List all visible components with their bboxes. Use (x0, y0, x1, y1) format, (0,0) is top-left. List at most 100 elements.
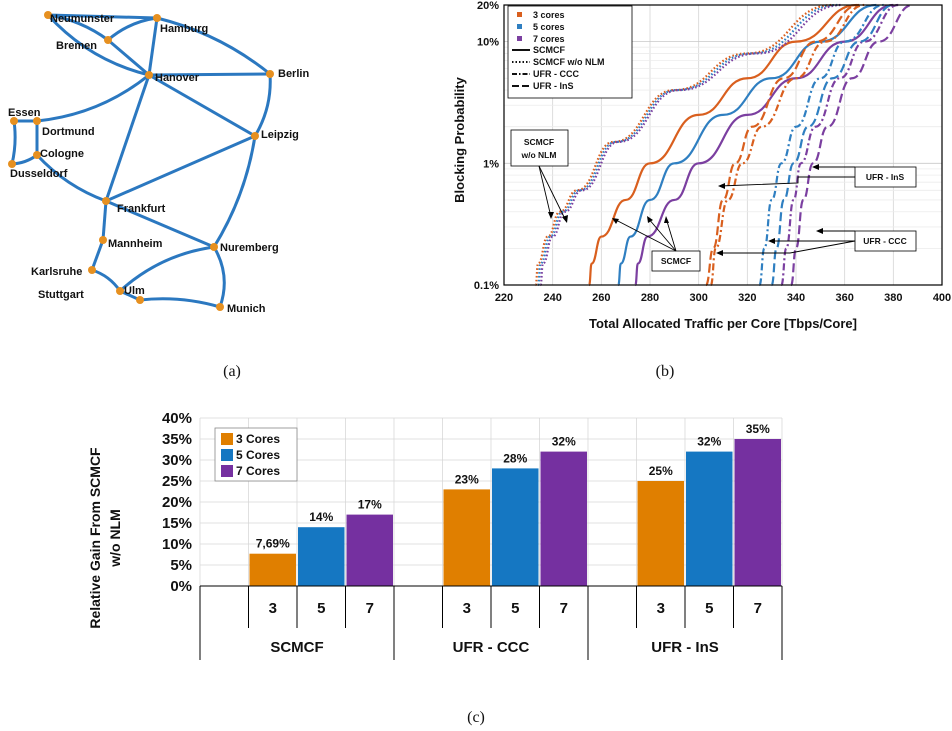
arrow-scmcf-wo-nlm-1 (538, 165, 552, 218)
node-label-cologne: Cologne (40, 148, 84, 160)
node-label-dusseldorf: Dusseldorf (10, 168, 68, 180)
node-essen (10, 117, 18, 125)
link-neumunster-bremen (47, 13, 109, 42)
caption-a: (a) (223, 363, 241, 380)
link-hamburg-hanover (147, 17, 159, 76)
link-hanover-frankfurt (104, 74, 151, 202)
chart-b-legend: 3 cores 5 cores 7 cores SCMCF SCMCF w/o … (507, 5, 633, 99)
x-tick-label: 400 (933, 292, 951, 304)
link-frankfurt-mannheim (101, 200, 108, 241)
legend-3-cores-bar: 3 Cores (236, 432, 280, 446)
x-tick-label: 340 (787, 292, 805, 304)
y-tick-label: 30% (162, 452, 192, 469)
arrowhead-ufr-ccc-1 (768, 238, 775, 244)
y-tick-label: 10% (477, 37, 499, 49)
legend-scmcf-wo-nlm: SCMCF w/o NLM (533, 57, 605, 67)
caption-c: (c) (467, 709, 485, 726)
arrowhead-scmcf-3 (664, 216, 669, 223)
legend-swatch-5-cores-bar (221, 449, 233, 461)
bar-value-label: 23% (455, 472, 479, 486)
x-tick-label: 320 (738, 292, 756, 304)
chart-c-y-title-line2: w/o NLM (107, 509, 123, 568)
callout-box-scmcf-wo-nlm (510, 129, 569, 167)
x-tick-label: 220 (495, 292, 513, 304)
legend-ufr-ins: UFR - InS (533, 81, 574, 91)
chart-b-y-ticks: 0.1% 1% 10% 20% (474, 0, 499, 292)
node-cologne (33, 151, 41, 159)
chart-c-category-table: 3 5 7 SCMCF 3 5 7 UFR - CCC 3 5 7 UFR - InS (199, 585, 783, 660)
chart-c-legend: 3 Cores 5 Cores 7 Cores (214, 427, 298, 482)
bar-scmcf-7-cores (346, 514, 393, 586)
node-munich (216, 303, 224, 311)
node-label-bremen: Bremen (56, 40, 97, 52)
caption-b: (b) (656, 363, 675, 380)
link-bremen-hamburg (107, 16, 158, 42)
arrowhead-scmcf-wo-nlm-1 (548, 212, 554, 219)
arrow-scmcf-2 (647, 217, 677, 252)
link-leipzig-frankfurt (105, 134, 256, 203)
sub-category-label: 7 (366, 600, 374, 617)
y-tick-label: 40% (162, 410, 192, 427)
chart-c-value-labels: 7,69% 14% 17% 23% 28% 32% 25% 32% 35% (256, 422, 770, 551)
bar-scmcf-5-cores (298, 527, 345, 586)
network-nodes (8, 11, 274, 311)
x-tick-label: 280 (641, 292, 659, 304)
legend-swatch-7-cores-bar (221, 465, 233, 477)
bar-value-label: 7,69% (256, 537, 290, 551)
x-tick-label: 380 (884, 292, 902, 304)
bar-ufr-ccc-3-cores (443, 489, 490, 586)
arrowhead-ufr-ccc-2 (716, 250, 723, 256)
link-bremen-hanover (107, 38, 150, 77)
node-label-dortmund: Dortmund (42, 126, 95, 138)
legend-swatch-7-cores (517, 36, 522, 41)
series-ufr-ins-7-cores (790, 3, 914, 287)
link-hanover-berlin (148, 72, 271, 77)
link-hanover-dortmund (36, 73, 150, 123)
callout-scmcf: SCMCF (661, 256, 691, 266)
node-nuremberg (210, 243, 218, 251)
x-tick-label: 240 (543, 292, 561, 304)
group-category-label: UFR - InS (651, 639, 719, 656)
link-leipzig-nuremberg (212, 135, 257, 248)
y-tick-label: 25% (162, 473, 192, 490)
bar-value-label: 25% (649, 464, 673, 478)
legend-5-cores-bar: 5 Cores (236, 448, 280, 462)
link-nuremberg-munich (212, 246, 226, 308)
node-label-munich: Munich (227, 303, 266, 315)
link-neumunster-hanover (46, 13, 150, 77)
legend-ufr-ccc: UFR - CCC (533, 69, 579, 79)
link-frankfurt-nuremberg (105, 199, 215, 249)
y-tick-label: 35% (162, 431, 192, 448)
y-tick-label: 0.1% (474, 280, 499, 292)
series-ufr-ins-3-cores (704, 3, 860, 287)
sub-category-label: 3 (463, 600, 471, 617)
arrow-scmcf-wo-nlm-2 (538, 165, 567, 222)
node-stuttgart (116, 287, 124, 295)
group-category-label: SCMCF (270, 639, 323, 656)
link-karlsruhe-stuttgart (91, 268, 122, 292)
arrow-ufr-ccc-2 (718, 240, 856, 254)
sub-category-label: 5 (317, 600, 325, 617)
node-label-leipzig: Leipzig (261, 129, 299, 141)
node-label-hamburg: Hamburg (160, 23, 208, 35)
sub-category-label: 3 (269, 600, 277, 617)
network-links (10, 13, 272, 309)
y-tick-label: 0% (170, 578, 192, 595)
node-label-nuremberg: Nuremberg (220, 242, 279, 254)
node-mannheim (99, 236, 107, 244)
bar-ufr-ins-3-cores (637, 481, 684, 586)
bar-value-label: 32% (552, 435, 576, 449)
series-ufr-ccc-7-cores (780, 3, 899, 287)
link-hamburg-berlin (156, 16, 271, 76)
chart-b-x-title: Total Allocated Traffic per Core [Tbps/C… (589, 316, 857, 331)
chart-b-x-ticks: 220 240 260 280 300 320 340 360 380 400 (495, 292, 951, 304)
bar-value-label: 17% (358, 498, 382, 512)
node-berlin (266, 70, 274, 78)
bar-ufr-ccc-5-cores (492, 468, 539, 586)
arrowhead-ufr-ins-2 (812, 164, 819, 170)
y-tick-label: 20% (162, 494, 192, 511)
blocking-probability-chart: 220 240 260 280 300 320 340 360 380 400 0.1% 1% 10%… (452, 0, 951, 331)
legend-swatch-5-cores (517, 24, 522, 29)
relative-gain-chart: 7,69% 14% 17% 23% 28% 32% 25% 32% 35% 0% 5% 10% 15%… (87, 410, 783, 660)
